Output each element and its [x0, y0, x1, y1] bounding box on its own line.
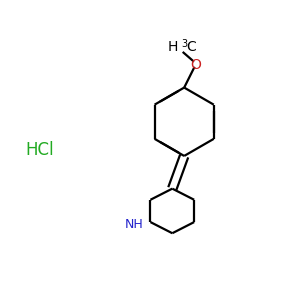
Text: NH: NH [125, 218, 144, 231]
Text: 3: 3 [181, 39, 187, 49]
Text: H: H [168, 40, 178, 55]
Text: HCl: HCl [26, 141, 54, 159]
Text: C: C [186, 40, 196, 55]
Text: O: O [190, 58, 202, 72]
